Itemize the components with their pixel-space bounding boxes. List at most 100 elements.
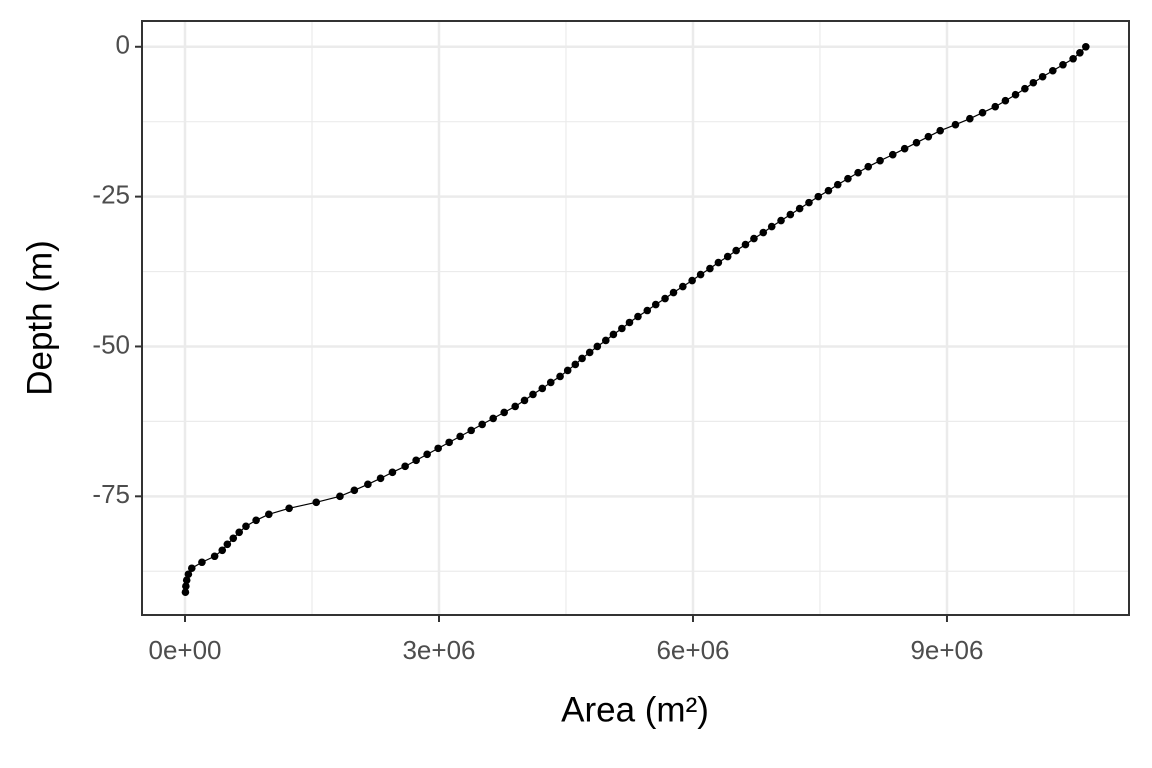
x-tick-label: 3e+06 — [402, 635, 475, 665]
data-point — [900, 144, 909, 153]
data-point — [585, 348, 594, 357]
data-point — [556, 372, 564, 381]
data-point — [223, 540, 232, 549]
data-point — [978, 108, 987, 117]
data-point — [741, 240, 750, 249]
data-point — [252, 516, 260, 525]
data-point — [350, 486, 359, 495]
y-tick-label: -25 — [92, 179, 130, 209]
data-point — [1082, 42, 1090, 51]
data-point — [888, 150, 897, 159]
data-point — [187, 564, 196, 573]
data-point — [198, 558, 206, 567]
data-point — [478, 420, 486, 429]
data-point — [500, 408, 508, 417]
axes: 0e+00 3e+06 6e+06 9e+06 0 -25 -50 -75 — [92, 30, 983, 665]
data-point — [723, 252, 732, 261]
data-point — [434, 444, 442, 453]
data-point — [759, 228, 768, 237]
data-point — [1038, 72, 1047, 81]
data-point — [936, 126, 945, 135]
y-tick-label: 0 — [116, 30, 130, 60]
data-point — [593, 342, 602, 351]
data-point — [767, 222, 776, 231]
data-point — [1011, 90, 1020, 99]
data-point — [1049, 66, 1057, 75]
data-point — [876, 156, 884, 165]
data-point — [184, 570, 193, 579]
data-point — [912, 138, 921, 147]
x-tick-label: 6e+06 — [656, 635, 729, 665]
y-tick-label: -75 — [92, 479, 130, 509]
data-point — [1076, 48, 1084, 57]
data-point — [679, 282, 687, 291]
data-point — [401, 462, 409, 471]
data-point — [563, 366, 572, 375]
data-point — [265, 510, 273, 519]
data-point — [864, 162, 873, 171]
data-point — [951, 120, 960, 129]
data-point — [661, 294, 669, 303]
data-point — [218, 546, 227, 555]
data-point — [364, 480, 372, 489]
data-point — [833, 180, 842, 189]
x-axis-title: Area (m²) — [561, 690, 709, 729]
data-point — [844, 174, 852, 183]
data-point — [210, 552, 219, 561]
data-point — [538, 384, 547, 393]
data-point — [714, 258, 723, 267]
data-point — [805, 198, 813, 207]
data-point — [625, 318, 634, 327]
data-point — [732, 246, 740, 255]
data-point — [376, 474, 385, 483]
marks — [181, 42, 1090, 597]
data-point — [182, 576, 191, 585]
data-point — [285, 504, 293, 513]
data-point — [229, 534, 238, 543]
data-point — [312, 498, 321, 507]
panel-border — [141, 20, 1130, 616]
data-point — [966, 114, 974, 123]
data-point — [571, 360, 580, 369]
data-point — [181, 588, 190, 597]
data-point — [854, 168, 862, 177]
data-point — [242, 522, 250, 531]
data-point — [601, 336, 610, 345]
data-point — [445, 438, 453, 447]
data-point — [423, 450, 431, 459]
data-point — [489, 414, 497, 423]
y-axis-title: Depth (m) — [20, 240, 59, 396]
data-point — [578, 354, 586, 363]
data-point — [634, 312, 642, 321]
data-point — [824, 186, 833, 195]
data-point — [412, 456, 420, 465]
x-tick-label: 0e+00 — [148, 635, 221, 665]
data-point — [991, 102, 1000, 111]
data-point — [651, 300, 660, 309]
data-point — [750, 234, 758, 243]
data-point — [669, 288, 678, 297]
data-point — [520, 396, 529, 405]
y-tick-label: -50 — [92, 329, 130, 359]
data-point — [336, 492, 344, 501]
data-point — [706, 264, 714, 273]
data-point — [388, 468, 397, 477]
data-point — [688, 276, 696, 285]
data-point — [777, 216, 785, 225]
data-point — [1021, 84, 1029, 93]
grid — [142, 21, 1129, 615]
data-point — [546, 378, 555, 387]
data-point — [511, 402, 519, 411]
data-point — [795, 204, 804, 213]
data-point — [467, 426, 475, 435]
data-point — [924, 132, 933, 141]
data-point — [456, 432, 464, 441]
data-point — [1059, 60, 1067, 69]
data-point — [814, 192, 823, 201]
data-point — [235, 528, 243, 537]
data-point — [609, 330, 618, 339]
data-point — [1029, 78, 1038, 87]
data-point — [786, 210, 795, 219]
